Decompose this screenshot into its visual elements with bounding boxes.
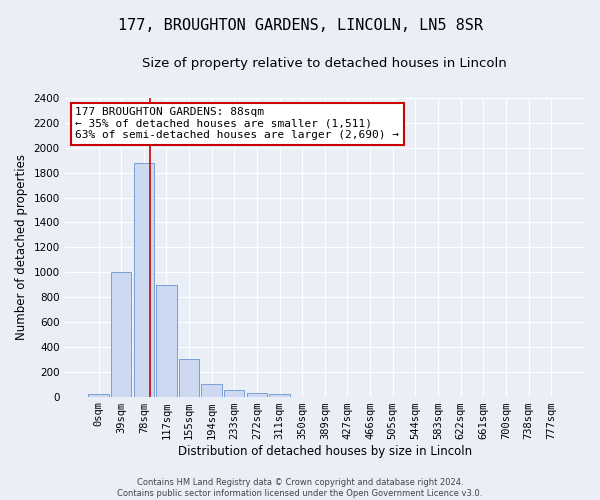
Text: 177 BROUGHTON GARDENS: 88sqm
← 35% of detached houses are smaller (1,511)
63% of: 177 BROUGHTON GARDENS: 88sqm ← 35% of de… xyxy=(75,107,399,140)
Bar xyxy=(156,284,176,397)
Bar xyxy=(111,272,131,396)
Y-axis label: Number of detached properties: Number of detached properties xyxy=(15,154,28,340)
Bar xyxy=(179,360,199,397)
Bar xyxy=(134,162,154,396)
Text: Contains HM Land Registry data © Crown copyright and database right 2024.
Contai: Contains HM Land Registry data © Crown c… xyxy=(118,478,482,498)
Bar xyxy=(202,384,222,396)
Bar xyxy=(224,390,244,396)
Title: Size of property relative to detached houses in Lincoln: Size of property relative to detached ho… xyxy=(142,58,507,70)
X-axis label: Distribution of detached houses by size in Lincoln: Distribution of detached houses by size … xyxy=(178,444,472,458)
Text: 177, BROUGHTON GARDENS, LINCOLN, LN5 8SR: 177, BROUGHTON GARDENS, LINCOLN, LN5 8SR xyxy=(118,18,482,32)
Bar xyxy=(269,394,290,396)
Bar xyxy=(247,393,267,396)
Bar xyxy=(88,394,109,396)
